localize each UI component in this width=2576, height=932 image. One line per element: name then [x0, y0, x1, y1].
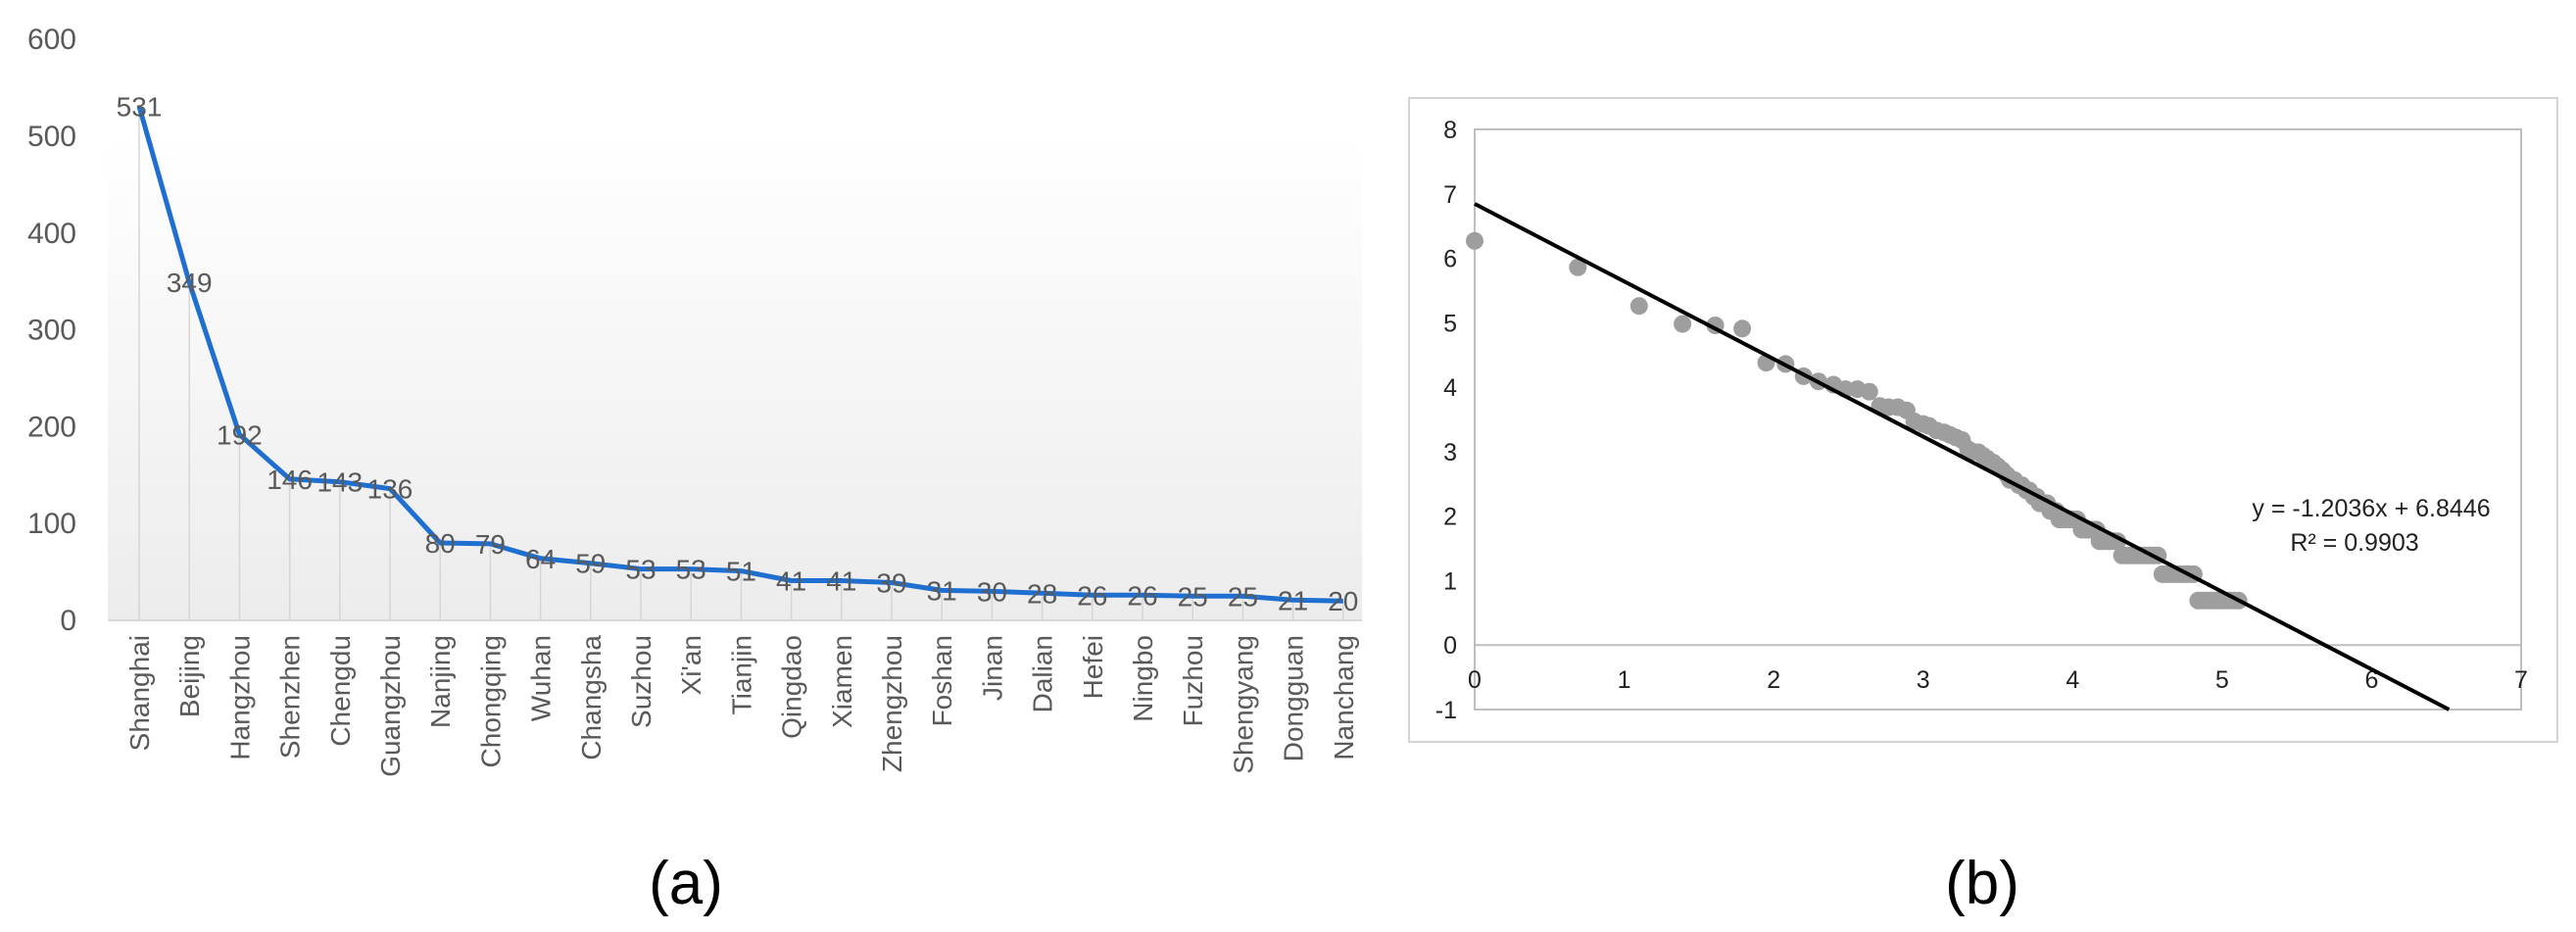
x-tick-label: Tianjin: [726, 635, 756, 714]
data-label: 28: [1027, 578, 1057, 609]
y-tick-label: 100: [27, 508, 76, 540]
series-line: [136, 105, 1343, 604]
x-tick-label: Changsha: [576, 635, 607, 760]
x-tick-label: 3: [1917, 666, 1930, 694]
y-tick-label: 4: [1443, 374, 1457, 402]
x-tick-label: 7: [2514, 666, 2528, 694]
y-tick-label: 0: [1443, 632, 1457, 660]
plot-border-b: [1474, 128, 2522, 711]
x-tick-label: Suzhou: [626, 635, 656, 728]
y-tick-label: 6: [1443, 246, 1457, 273]
x-tick-label: Shengyang: [1228, 635, 1258, 774]
y-tick-label: 500: [27, 121, 76, 153]
x-tick-label: 5: [2215, 666, 2229, 694]
x-tick-label: Shanghai: [124, 635, 155, 751]
x-tick-label: 6: [2364, 666, 2378, 694]
data-label: 192: [217, 419, 263, 450]
x-tick-label: Foshan: [927, 635, 957, 726]
y-tick-label: 300: [27, 315, 76, 347]
x-tick-label: 0: [1468, 666, 1482, 694]
drop-lines: [138, 106, 1344, 620]
r-squared: R² = 0.9903: [2290, 529, 2418, 557]
x-tick-label: Beijing: [174, 635, 205, 717]
data-label: 41: [776, 565, 806, 596]
data-label: 53: [676, 555, 706, 585]
x-tick-label: Nanjing: [425, 635, 456, 728]
data-label: 531: [117, 91, 163, 122]
x-tick-label: Xiamen: [827, 635, 857, 728]
data-label: 26: [1127, 580, 1157, 611]
x-tick-label: Nanchang: [1329, 635, 1359, 760]
rank-size-scatter-chart: -1 0 1 2 3 4 5 6 7 8 0 1 2 3 4 5 6 7 y = -1.2036x + 6.844…: [1408, 97, 2558, 743]
data-label: 146: [267, 465, 313, 495]
y-tick-label: 3: [1443, 439, 1457, 466]
x-tick-label: Qingdao: [777, 635, 807, 739]
axes-b: -1 0 1 2 3 4 5 6 7 8 0 1 2 3 4 5 6 7: [1435, 117, 2528, 724]
scatter-point: [1569, 258, 1587, 276]
panel-a-caption: (a): [649, 850, 723, 917]
scatter-point: [1466, 231, 1483, 250]
data-label: 349: [167, 268, 213, 298]
x-tick-label: Wuhan: [526, 635, 557, 721]
chart-frame-b: [1408, 97, 2558, 743]
data-label: 20: [1328, 586, 1358, 616]
x-tick-label: 1: [1618, 666, 1631, 694]
x-tick-label: Dongguan: [1279, 635, 1309, 761]
data-label: 31: [927, 575, 957, 606]
x-tick-label: Hangzhou: [224, 635, 255, 760]
data-label: 30: [977, 576, 1007, 607]
y-tick-label: 400: [27, 218, 76, 250]
data-label: 64: [525, 544, 556, 574]
x-tick-label: Shenzhen: [275, 635, 306, 759]
x-tick-label: Ningbo: [1128, 635, 1158, 722]
x-tick-label: Dalian: [1028, 635, 1058, 712]
scatter-point: [1674, 315, 1692, 333]
x-tick-label: Fuzhou: [1178, 635, 1208, 726]
data-label: 51: [726, 557, 756, 587]
data-label: 136: [367, 474, 413, 505]
data-label: 80: [425, 528, 456, 559]
trendline-equation: y = -1.2036x + 6.8446: [2252, 495, 2490, 522]
x-tick-label: 2: [1767, 666, 1780, 694]
y-tick-label: 600: [27, 24, 76, 56]
x-tick-label: Jinan: [977, 635, 1007, 701]
y-axis-a: 0 100 200 300 400 500 600: [27, 24, 76, 637]
x-tick-label: Zhengzhou: [877, 635, 907, 772]
y-tick-label: 7: [1443, 181, 1457, 209]
data-label: 26: [1077, 580, 1107, 611]
y-tick-label: 5: [1443, 310, 1457, 337]
x-tick-label: Guangzhou: [375, 635, 406, 777]
y-tick-label: 200: [27, 411, 76, 443]
scatter-point: [1860, 382, 1878, 401]
y-tick-label: 8: [1443, 117, 1457, 144]
data-label: 53: [625, 555, 656, 585]
scatter-point: [1733, 319, 1752, 338]
y-tick-label: -1: [1435, 697, 1457, 724]
data-label: 25: [1228, 581, 1258, 612]
plot-area-a: [108, 137, 1362, 620]
data-label: 39: [876, 567, 906, 598]
scatter-point: [1629, 297, 1648, 316]
data-label: 79: [475, 529, 506, 560]
data-label: 21: [1278, 585, 1308, 615]
y-tick-label: 0: [60, 605, 76, 637]
y-tick-label: 1: [1443, 567, 1457, 595]
data-label: 25: [1178, 581, 1208, 612]
city-count-line-chart: 0 100 200 300 400 500 600 Shanghai Beijing Hangz…: [27, 24, 1362, 777]
x-tick-label: Xi'an: [676, 635, 706, 695]
y-tick-label: 2: [1443, 504, 1457, 531]
trendline: [1474, 202, 2451, 711]
x-tick-label: 4: [2066, 666, 2079, 694]
panel-b-caption: (b): [1945, 850, 2019, 917]
data-label: 143: [316, 467, 363, 498]
x-axis-a: Shanghai Beijing Hangzhou Shenzhen Chengdu Gu…: [124, 635, 1359, 777]
x-tick-label: Chengdu: [325, 635, 356, 747]
data-label: 59: [575, 549, 606, 579]
data-label: 41: [826, 565, 856, 596]
x-tick-label: Chongqing: [475, 635, 506, 767]
x-tick-label: Hefei: [1078, 635, 1108, 699]
